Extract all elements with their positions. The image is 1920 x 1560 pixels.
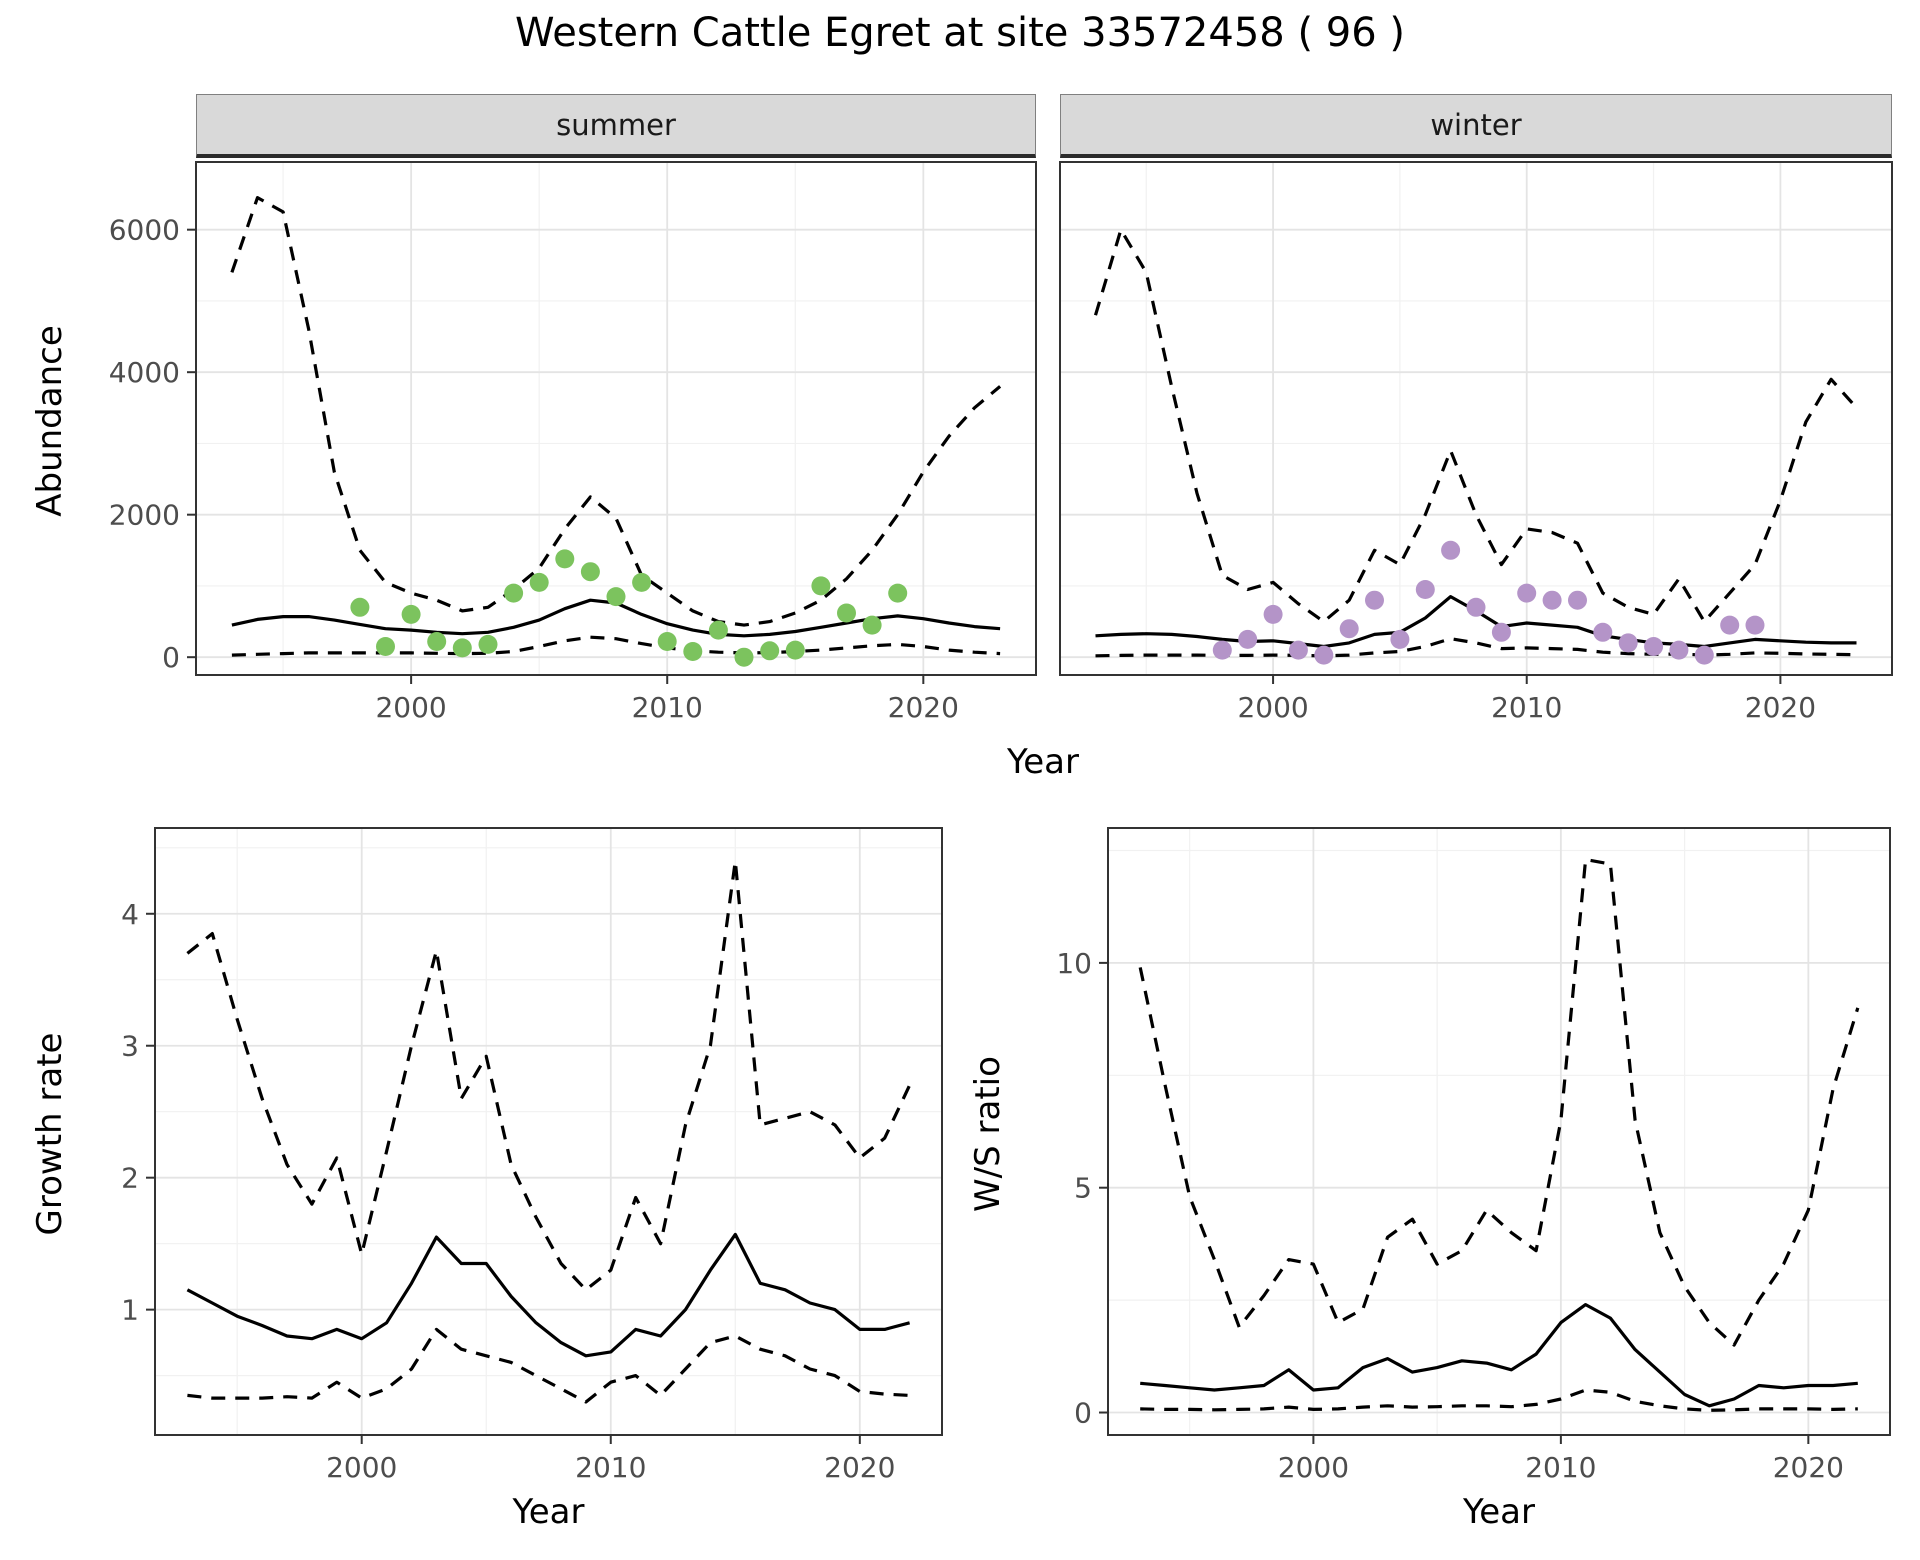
svg-text:0: 0 (1074, 1397, 1092, 1430)
abundance-axis-title: Abundance (30, 325, 70, 517)
svg-text:2020: 2020 (1745, 691, 1816, 724)
growth-rate-axis-title: Growth rate (30, 1032, 70, 1236)
summer-abundance-panel: 2000 2010 2020 0 2000 4000 6000 (109, 161, 1037, 724)
facet-strip-winter: winter (1060, 94, 1892, 158)
svg-text:2000: 2000 (1278, 1451, 1349, 1484)
chart-title: Western Cattle Egret at site 33572458 ( … (515, 10, 1405, 56)
svg-text:6000: 6000 (109, 214, 180, 247)
ws-ratio-axis-title: W/S ratio (968, 1056, 1008, 1212)
ws-ratio-panel: 2000 2010 2020 0 5 10 (1056, 827, 1891, 1484)
svg-text:2000: 2000 (326, 1451, 397, 1484)
svg-text:3: 3 (121, 1030, 139, 1063)
svg-text:2020: 2020 (888, 691, 959, 724)
svg-text:2010: 2010 (1525, 1451, 1596, 1484)
svg-text:2010: 2010 (632, 691, 703, 724)
ratio-year-axis-title: Year (1463, 1492, 1535, 1532)
svg-text:10: 10 (1056, 947, 1092, 980)
svg-text:2010: 2010 (1491, 691, 1562, 724)
svg-text:2000: 2000 (375, 691, 446, 724)
svg-text:2010: 2010 (575, 1451, 646, 1484)
facet-strip-summer: summer (196, 94, 1036, 158)
svg-text:1: 1 (121, 1294, 139, 1327)
svg-text:2020: 2020 (824, 1451, 895, 1484)
growth-year-axis-title: Year (512, 1492, 585, 1532)
facet-strip-summer-label: summer (556, 107, 676, 142)
svg-text:2000: 2000 (109, 499, 180, 532)
svg-text:5: 5 (1074, 1172, 1092, 1205)
top-year-axis-title: Year (1007, 742, 1079, 782)
svg-text:2: 2 (121, 1162, 139, 1195)
winter-abundance-panel: 2000 2010 2020 (1059, 161, 1893, 724)
svg-text:4000: 4000 (109, 356, 180, 389)
facet-strip-winter-label: winter (1430, 107, 1522, 142)
svg-text:4: 4 (121, 898, 139, 931)
growth-rate-panel: 2000 2010 2020 1 2 3 4 (121, 827, 943, 1484)
svg-text:0: 0 (162, 641, 180, 674)
svg-text:2000: 2000 (1237, 691, 1308, 724)
svg-text:2020: 2020 (1773, 1451, 1844, 1484)
